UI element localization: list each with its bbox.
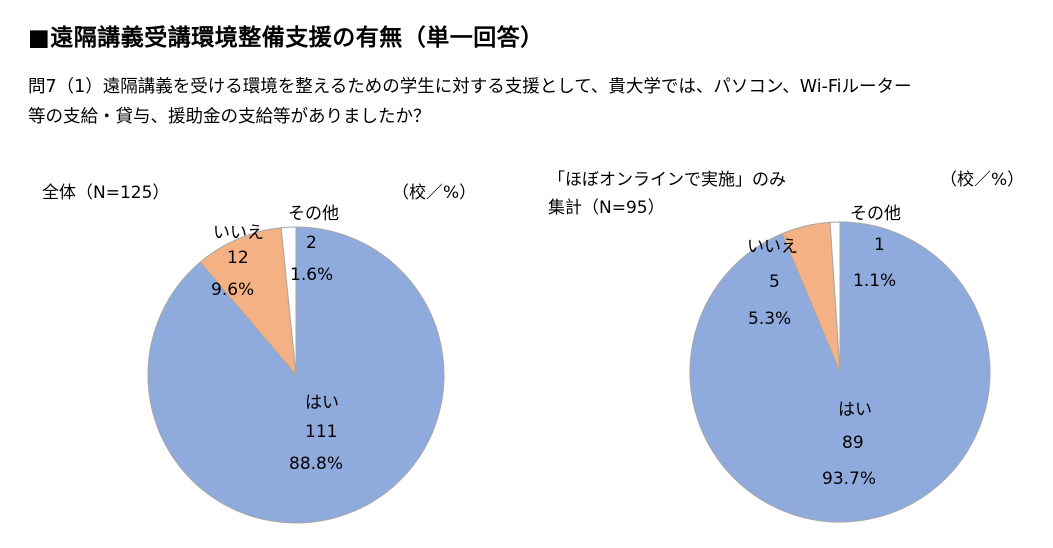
question-text: 問7（1）遠隔講義を受ける環境を整えるための学生に対する支援として、貴大学では、… xyxy=(28,72,1038,132)
chart1-slice-other xyxy=(280,226,297,376)
section-heading: ■遠隔講義受講環境整備支援の有無（単一回答） xyxy=(28,25,544,51)
chart1-no-percent: 9.6% xyxy=(211,280,255,300)
chart1-other-percent: 1.6% xyxy=(290,265,334,285)
chart2-unit-label: （校／%） xyxy=(940,170,1025,190)
chart1-other-label: その他 xyxy=(288,204,339,224)
chart2-yes-count: 89 xyxy=(842,433,864,453)
chart2-no-label: いいえ xyxy=(747,237,798,257)
chart2-title-line2: 集計（N=95） xyxy=(548,198,665,218)
chart1-title: 全体（N=125） xyxy=(42,183,170,203)
chart2-slice-other xyxy=(829,221,841,373)
chart2-no-percent: 5.3% xyxy=(748,309,792,329)
chart1-yes-label: はい xyxy=(305,393,339,413)
chart2-other-count: 1 xyxy=(874,235,885,255)
chart1-yes-count: 111 xyxy=(305,422,338,442)
chart2-yes-label: はい xyxy=(838,400,872,420)
chart1-other-count: 2 xyxy=(306,233,317,253)
chart2-other-label: その他 xyxy=(850,204,901,224)
chart1-no-count: 12 xyxy=(227,248,249,268)
chart1-yes-percent: 88.8% xyxy=(289,454,344,474)
chart1-no-label: いいえ xyxy=(213,223,264,243)
chart1-unit-label: （校／%） xyxy=(392,183,477,203)
chart1-slice-no xyxy=(199,227,297,377)
chart2-yes-percent: 93.7% xyxy=(822,469,877,489)
question-line-1: 問7（1）遠隔講義を受ける環境を整えるための学生に対する支援として、貴大学では、… xyxy=(28,77,912,97)
chart2-title-line1: 「ほぼオンラインで実施」のみ xyxy=(548,170,786,190)
chart2-other-percent: 1.1% xyxy=(853,271,897,291)
question-line-2: 等の支給・貸与、援助金の支給等がありましたか？ xyxy=(28,107,431,127)
chart2-no-count: 5 xyxy=(769,272,780,292)
